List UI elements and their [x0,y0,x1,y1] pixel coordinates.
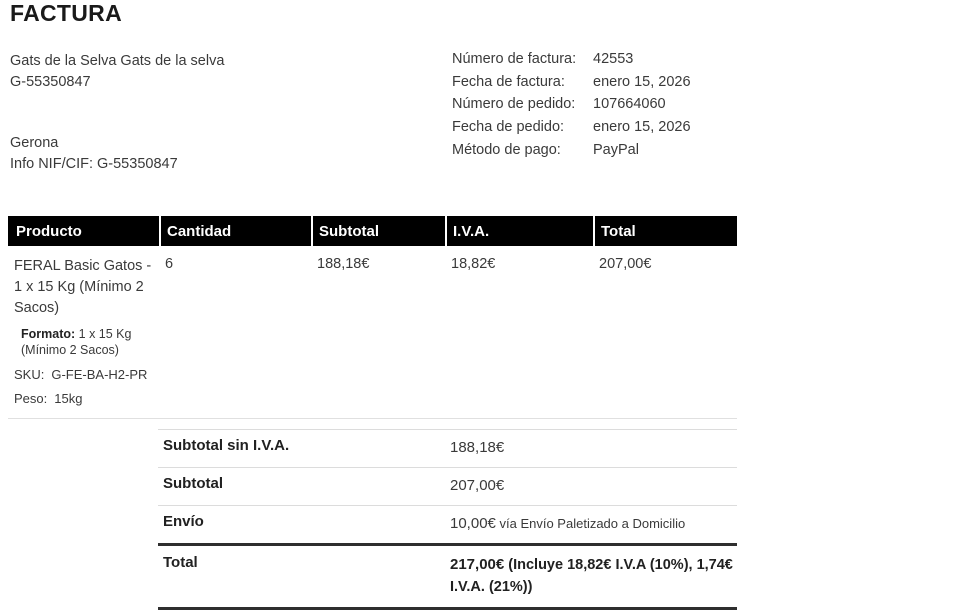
meta-row-payment-method: Método de pago: PayPal [452,142,691,165]
totals-label: Subtotal [163,475,223,492]
totals-amount: 217,00€ [450,556,505,573]
seller-nif: Info NIF/CIF: G-55350847 [10,156,178,172]
totals-amount: 188,18€ [450,439,505,456]
product-sku-label: SKU: [14,367,45,382]
seller-info: Gats de la Selva Gats de la selva G-5535… [10,51,224,175]
meta-value: enero 15, 2026 [593,73,691,90]
product-sku-value: G-FE-BA-H2-PR [51,367,148,382]
items-table: Producto Cantidad Subtotal I.V.A. Total … [8,216,737,419]
meta-row-order-number: Número de pedido: 107664060 [452,96,691,119]
totals-value: 10,00€ vía Envío Paletizado a Domicilio [450,513,737,535]
column-header-cantidad: Cantidad [159,216,312,246]
product-sku: SKU: G-FE-BA-H2-PR [14,367,156,382]
total-cell: 207,00€ [594,246,737,419]
product-weight: Peso: 15kg [14,391,156,406]
page-title: FACTURA [10,0,122,26]
meta-row-invoice-number: Número de factura: 42553 [452,51,691,74]
product-weight-label: Peso: [14,391,48,406]
seller-gap [10,93,224,133]
totals-amount: 10,00€ [450,515,496,532]
totals-label: Subtotal sin I.V.A. [163,437,290,454]
meta-label: Número de pedido: [452,96,576,113]
product-weight-value: 15kg [54,391,83,406]
table-row: FERAL Basic Gatos - 1 x 15 Kg (Mínimo 2 … [8,246,737,419]
totals-label: Total [163,554,198,571]
seller-name: Gats de la Selva Gats de la selva [10,53,225,69]
totals-row-envio: Envío 10,00€ vía Envío Paletizado a Domi… [158,506,737,546]
quantity-cell: 6 [160,246,312,419]
totals-value: 217,00€ (Incluye 18,82€ I.V.A (10%), 1,7… [450,554,737,598]
meta-row-order-date: Fecha de pedido: enero 15, 2026 [452,119,691,142]
meta-label: Método de pago: [452,141,561,158]
totals-label: Envío [163,513,204,530]
meta-value: 42553 [593,51,634,67]
subtotal-cell: 188,18€ [312,246,446,419]
seller-company-id: G-55350847 [10,74,91,90]
product-name: FERAL Basic Gatos - 1 x 15 Kg (Mínimo 2 … [14,258,152,316]
totals-amount: 207,00€ [450,477,505,494]
totals-value: 188,18€ [450,437,737,459]
iva-cell: 18,82€ [446,246,594,419]
meta-value: 107664060 [593,96,666,113]
column-header-producto: Producto [8,216,160,246]
meta-label: Número de factura: [452,51,577,67]
column-header-subtotal: Subtotal [311,216,446,246]
product-cell: FERAL Basic Gatos - 1 x 15 Kg (Mínimo 2 … [8,246,160,419]
shipping-method-note: vía Envío Paletizado a Domicilio [495,516,686,531]
product-format-value: 1 x 15 Kg (Mínimo 2 Sacos) [21,327,132,357]
totals-row-subtotal-sin-iva: Subtotal sin I.V.A. 188,18€ [158,430,737,468]
tax-breakdown-note: (Incluye 18,82€ I.V.A (10%), 1,74€ I.V.A… [450,557,733,595]
totals-value: 207,00€ [450,475,737,497]
column-header-iva: I.V.A. [445,216,594,246]
invoice-meta: Número de factura: 42553 Fecha de factur… [452,51,691,164]
meta-value: enero 15, 2026 [593,119,691,136]
meta-row-invoice-date: Fecha de factura: enero 15, 2026 [452,74,691,97]
totals-section: Subtotal sin I.V.A. 188,18€ Subtotal 207… [158,429,737,610]
product-format-label: Formato: [21,327,76,341]
meta-label: Fecha de pedido: [452,119,565,136]
meta-value: PayPal [593,141,639,158]
totals-row-total: Total 217,00€ (Incluye 18,82€ I.V.A (10%… [158,546,737,610]
column-header-total: Total [593,216,737,246]
totals-row-subtotal: Subtotal 207,00€ [158,468,737,506]
product-format: Formato: 1 x 15 Kg (Mínimo 2 Sacos) [21,326,146,358]
meta-label: Fecha de factura: [452,73,565,90]
seller-city: Gerona [10,135,59,151]
items-table-header-row: Producto Cantidad Subtotal I.V.A. Total [8,216,737,246]
